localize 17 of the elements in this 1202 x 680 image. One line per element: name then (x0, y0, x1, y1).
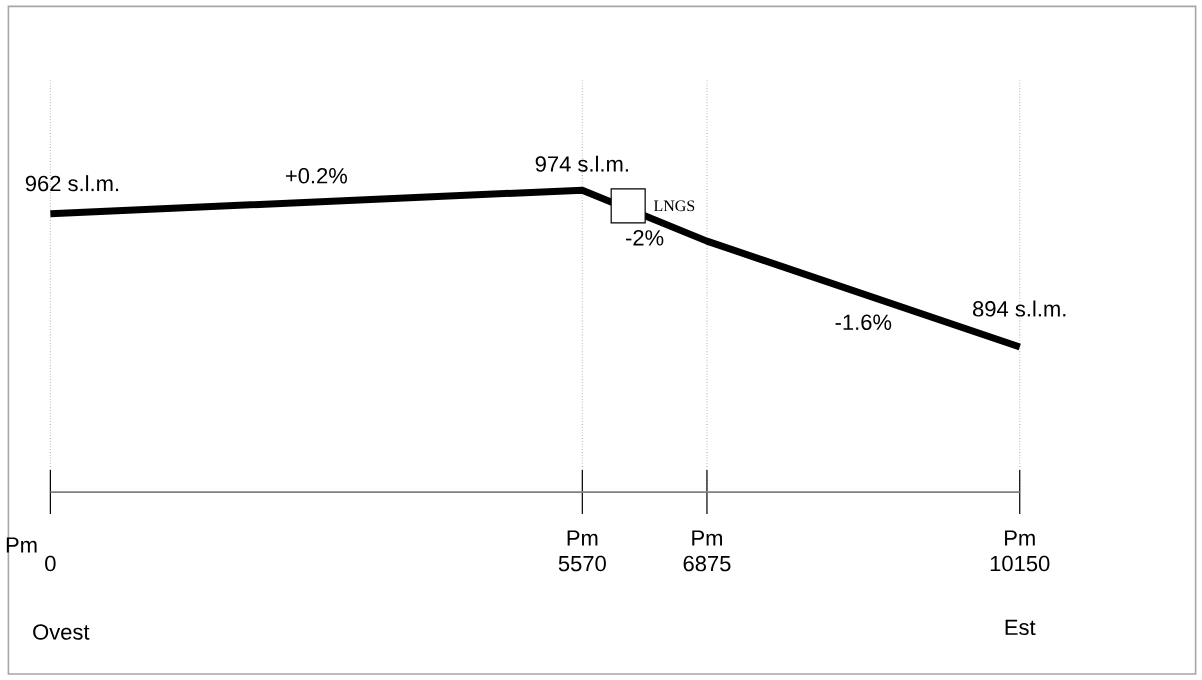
data-label: 962 s.l.m. (25, 174, 119, 192)
text: Est (1005, 619, 1036, 635)
annotation: -2% (626, 229, 664, 246)
text: Pm (6, 537, 37, 553)
annotation: LNGS (653, 200, 695, 212)
annotation: -1.6% (835, 314, 892, 330)
text: Pm (1005, 530, 1035, 546)
x-tick-label: 6875 (683, 555, 731, 572)
text: Pm (692, 530, 722, 546)
text: Pm (567, 530, 598, 546)
annotation: +0.2% (285, 167, 348, 184)
x-tick-label: 10150 (990, 555, 1050, 572)
x-tick-label: 5570 (558, 555, 606, 572)
data-label: 974 s.l.m. (535, 155, 628, 172)
data-label: 894 s.l.m. (973, 300, 1066, 317)
text: Ovest (33, 624, 90, 640)
x-tick-label: 0 (45, 555, 56, 572)
